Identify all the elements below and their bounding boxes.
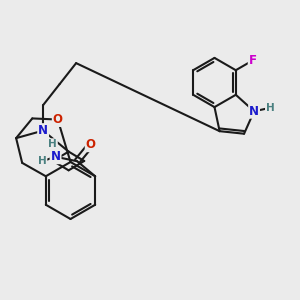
Text: N: N (51, 150, 61, 163)
Text: H: H (266, 103, 274, 113)
Text: N: N (249, 105, 259, 118)
Text: H: H (48, 139, 57, 149)
Text: O: O (53, 113, 63, 126)
Text: N: N (38, 124, 48, 137)
Text: O: O (86, 138, 96, 151)
Text: H: H (38, 156, 46, 166)
Text: F: F (249, 54, 257, 67)
